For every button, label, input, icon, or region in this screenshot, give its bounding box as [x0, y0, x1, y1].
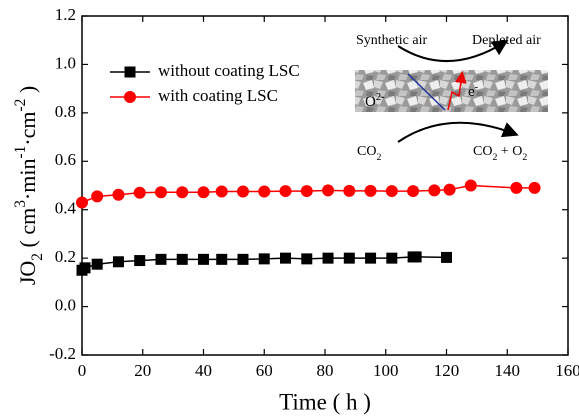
inset-label-part: 2: [376, 152, 381, 163]
marker: [343, 252, 355, 264]
legend-marker: [124, 91, 136, 103]
inset-label: O2-: [365, 92, 385, 111]
marker: [343, 184, 356, 197]
marker: [76, 196, 88, 209]
y-tick-label: 0.6: [55, 150, 76, 169]
marker: [386, 252, 398, 264]
x-tick-label: 140: [495, 361, 521, 380]
x-tick-label: 60: [256, 361, 273, 380]
inset-label: Synthetic air: [356, 33, 427, 48]
marker: [510, 181, 523, 194]
marker: [112, 188, 125, 201]
marker: [133, 186, 146, 199]
marker: [410, 251, 422, 263]
marker: [258, 253, 270, 265]
x-tick-label: 40: [195, 361, 212, 380]
arrow: [397, 121, 519, 143]
marker: [197, 186, 210, 199]
marker: [216, 253, 228, 265]
marker: [301, 253, 313, 265]
x-tick-label: 120: [434, 361, 460, 380]
y-axis-label-part: ·cm: [15, 112, 40, 146]
marker: [280, 252, 292, 264]
y-axis-label-part: 3: [12, 200, 29, 208]
legend-marker: [124, 66, 136, 78]
marker: [79, 262, 91, 274]
marker: [322, 184, 335, 197]
x-tick-label: 80: [317, 361, 334, 380]
y-tick-label: 0.8: [55, 102, 76, 121]
inset-label-part: 2-: [376, 92, 385, 103]
y-tick-label: 0.0: [55, 295, 76, 314]
inset-label-part: + O: [497, 144, 522, 159]
inset-label-part: e: [468, 84, 475, 100]
marker: [407, 185, 420, 198]
marker: [154, 186, 167, 199]
marker: [258, 185, 271, 198]
inset-diagram: [355, 39, 548, 143]
inset-label-part: 2: [522, 152, 527, 163]
x-tick-label: 0: [78, 361, 87, 380]
marker: [464, 179, 477, 192]
ion-path: [407, 73, 446, 111]
electron-path: [447, 71, 467, 111]
inset-label-part: 2: [492, 152, 497, 163]
marker: [528, 181, 541, 194]
x-tick-label: 100: [373, 361, 399, 380]
marker: [155, 253, 167, 265]
inset-label: Depleted air: [472, 33, 541, 48]
legend-label: without coating LSC: [158, 61, 300, 80]
x-tick-label: 160: [555, 361, 579, 380]
marker: [134, 255, 146, 267]
arrow: [397, 39, 509, 63]
inset-label-part: -: [475, 82, 479, 93]
y-axis-label-part: JO: [15, 261, 40, 285]
inset-label-part: CO: [357, 144, 376, 159]
inset-label: e-: [468, 82, 479, 101]
legend-label: with coating LSC: [158, 86, 278, 105]
marker: [215, 185, 228, 198]
y-tick-label: 0.2: [55, 247, 76, 266]
y-axis-label-part: -2: [12, 99, 29, 112]
x-tick-label: 20: [134, 361, 151, 380]
marker: [236, 185, 249, 198]
marker: [237, 253, 249, 265]
inset-label-part: CO: [473, 144, 492, 159]
x-axis-label: Time ( h ): [279, 389, 371, 414]
marker: [176, 186, 189, 199]
y-tick-label: 1.2: [55, 5, 76, 24]
marker: [441, 251, 452, 263]
marker: [300, 185, 313, 198]
y-axis-label: JO2 ( cm3·min-1·cm-2 ): [12, 86, 46, 285]
marker: [198, 253, 209, 265]
marker: [322, 252, 334, 264]
marker: [176, 253, 188, 265]
marker: [443, 183, 456, 196]
y-axis-label-part: -1: [12, 146, 29, 159]
marker: [365, 252, 377, 264]
y-axis-label-part: ): [15, 86, 40, 99]
marker: [279, 185, 292, 198]
marker: [91, 190, 104, 203]
marker: [428, 184, 441, 197]
marker: [385, 185, 398, 198]
y-axis-label-part: 2: [29, 253, 46, 261]
marker: [112, 256, 124, 268]
inset-label: CO2 + O2: [473, 144, 527, 163]
marker: [91, 258, 103, 270]
y-tick-label: 0.4: [55, 199, 77, 218]
y-axis-label-part: ( cm: [15, 208, 40, 253]
inset-label: CO2: [357, 144, 381, 163]
inset-label-part: O: [365, 94, 376, 110]
marker: [364, 184, 377, 197]
y-axis-label-part: ·min: [15, 159, 40, 201]
y-tick-label: -0.2: [49, 344, 76, 363]
series-line: [81, 184, 535, 204]
y-tick-label: 1.0: [55, 53, 76, 72]
